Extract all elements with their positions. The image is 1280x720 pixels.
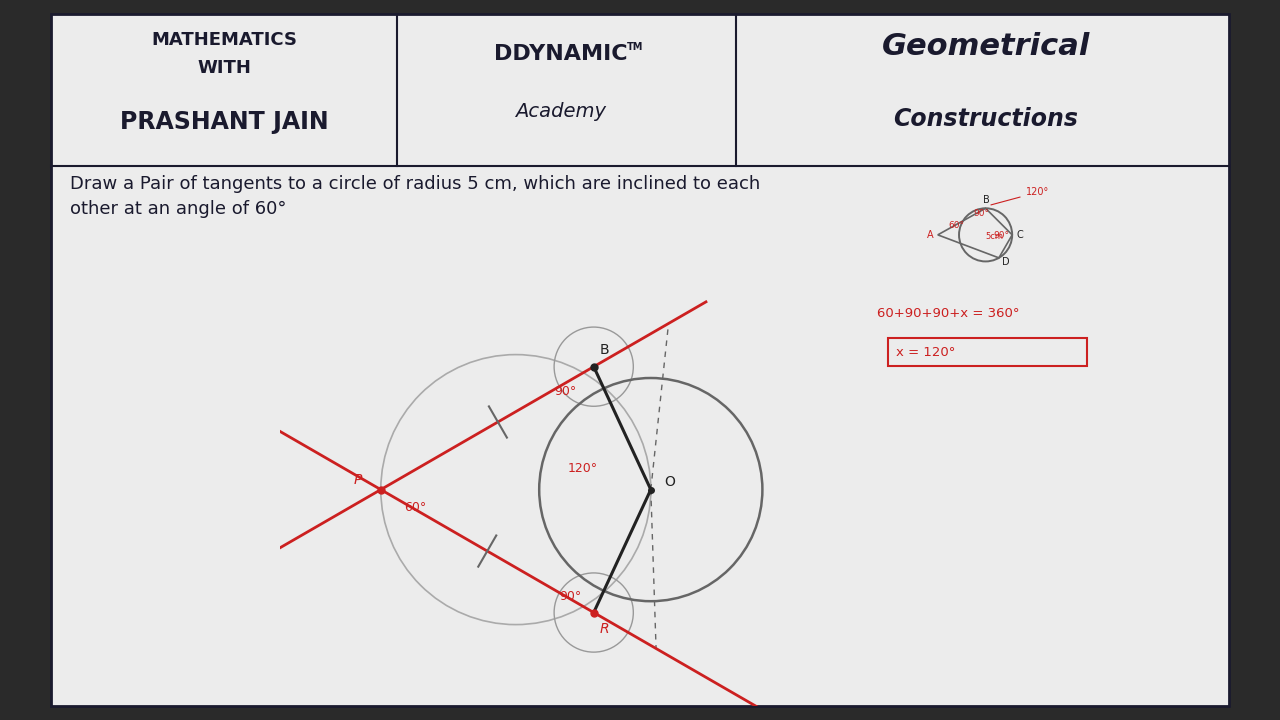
Text: P: P <box>353 473 362 487</box>
Text: B: B <box>983 195 989 205</box>
Text: 90°: 90° <box>974 210 989 218</box>
Text: Constructions: Constructions <box>893 107 1078 131</box>
Text: PRASHANT JAIN: PRASHANT JAIN <box>120 110 328 135</box>
Text: A: A <box>927 230 934 240</box>
Text: 90°: 90° <box>993 230 1010 240</box>
Text: Geometrical: Geometrical <box>882 32 1089 61</box>
Text: 90°: 90° <box>554 385 576 398</box>
Text: 60+90+90+x = 360°: 60+90+90+x = 360° <box>877 307 1019 320</box>
Text: R: R <box>599 621 609 636</box>
Text: WITH: WITH <box>197 59 251 77</box>
Text: Academy: Academy <box>515 102 607 121</box>
Text: 120°: 120° <box>568 462 598 474</box>
Text: x = 120°: x = 120° <box>896 346 955 359</box>
Text: other at an angle of 60°: other at an angle of 60° <box>70 199 287 217</box>
Text: 5cm: 5cm <box>986 232 1004 241</box>
Text: O: O <box>664 475 675 489</box>
Text: 120°: 120° <box>1025 187 1048 197</box>
Text: D: D <box>1001 256 1009 266</box>
Text: MATHEMATICS: MATHEMATICS <box>151 30 297 49</box>
Text: B: B <box>599 343 609 356</box>
Text: 90°: 90° <box>559 590 581 603</box>
Text: TM: TM <box>627 42 644 52</box>
Text: DDYNAMIC: DDYNAMIC <box>494 44 627 64</box>
Text: C: C <box>1016 230 1023 240</box>
Text: 60°: 60° <box>948 221 964 230</box>
Text: 60°: 60° <box>404 501 426 514</box>
Text: Draw a Pair of tangents to a circle of radius 5 cm, which are inclined to each: Draw a Pair of tangents to a circle of r… <box>70 175 760 192</box>
